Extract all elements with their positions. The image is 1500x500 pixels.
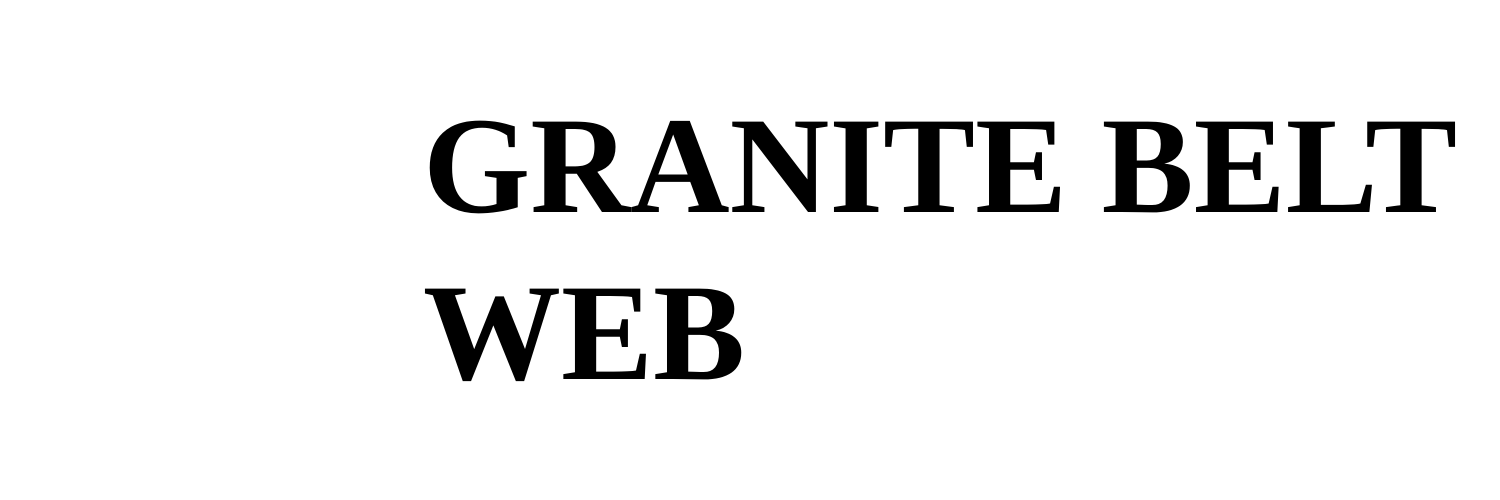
- title-line-2: WEB: [423, 256, 746, 409]
- page-title: GRANITE BELT WEB: [423, 82, 1493, 416]
- title-line-1: GRANITE BELT: [423, 89, 1458, 242]
